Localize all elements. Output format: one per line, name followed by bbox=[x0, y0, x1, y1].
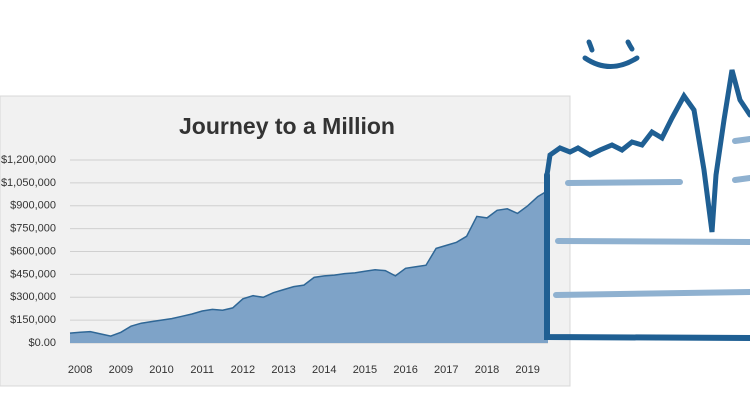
plot: $0.00 $150,000 $300,000 $450,000 $600,000 $75… bbox=[1, 154, 549, 376]
doodle-dash bbox=[555, 238, 750, 245]
doodle-line bbox=[544, 69, 750, 233]
x-tick-label: 2009 bbox=[109, 364, 133, 376]
y-tick-label: $1,050,000 bbox=[1, 177, 56, 189]
x-tick-label: 2012 bbox=[231, 364, 255, 376]
y-tick-label: $150,000 bbox=[10, 314, 56, 326]
doodle-eye bbox=[586, 39, 595, 53]
doodle-dash bbox=[565, 179, 683, 186]
x-tick-label: 2013 bbox=[271, 364, 295, 376]
x-tick-label: 2015 bbox=[353, 364, 377, 376]
x-tick-label: 2011 bbox=[190, 364, 214, 376]
doodle-dash bbox=[732, 136, 750, 183]
doodle bbox=[544, 39, 750, 341]
line bbox=[69, 189, 549, 337]
y-tick-label: $1,200,000 bbox=[1, 154, 56, 166]
area bbox=[70, 190, 548, 343]
doodle-eye bbox=[625, 39, 635, 52]
doodle-smile bbox=[582, 55, 640, 69]
y-tick-label: $900,000 bbox=[10, 200, 56, 212]
x-tick-label: 2016 bbox=[393, 364, 417, 376]
y-tick-label: $750,000 bbox=[10, 223, 56, 235]
chart-title: Journey to a Million bbox=[179, 113, 395, 139]
x-tick-label: 2018 bbox=[475, 364, 499, 376]
y-tick-label: $0.00 bbox=[28, 337, 56, 349]
y-tick-label: $300,000 bbox=[10, 291, 56, 303]
x-tick-label: 2010 bbox=[149, 364, 173, 376]
x-tick-label: 2008 bbox=[68, 364, 92, 376]
x-tick-label: 2019 bbox=[515, 364, 539, 376]
doodle-dash bbox=[553, 289, 750, 298]
y-tick-label: $450,000 bbox=[10, 268, 56, 280]
y-tick-label: $600,000 bbox=[10, 245, 56, 257]
x-tick-label: 2017 bbox=[434, 364, 458, 376]
doodle-line bbox=[544, 172, 750, 341]
x-tick-label: 2014 bbox=[312, 364, 336, 376]
